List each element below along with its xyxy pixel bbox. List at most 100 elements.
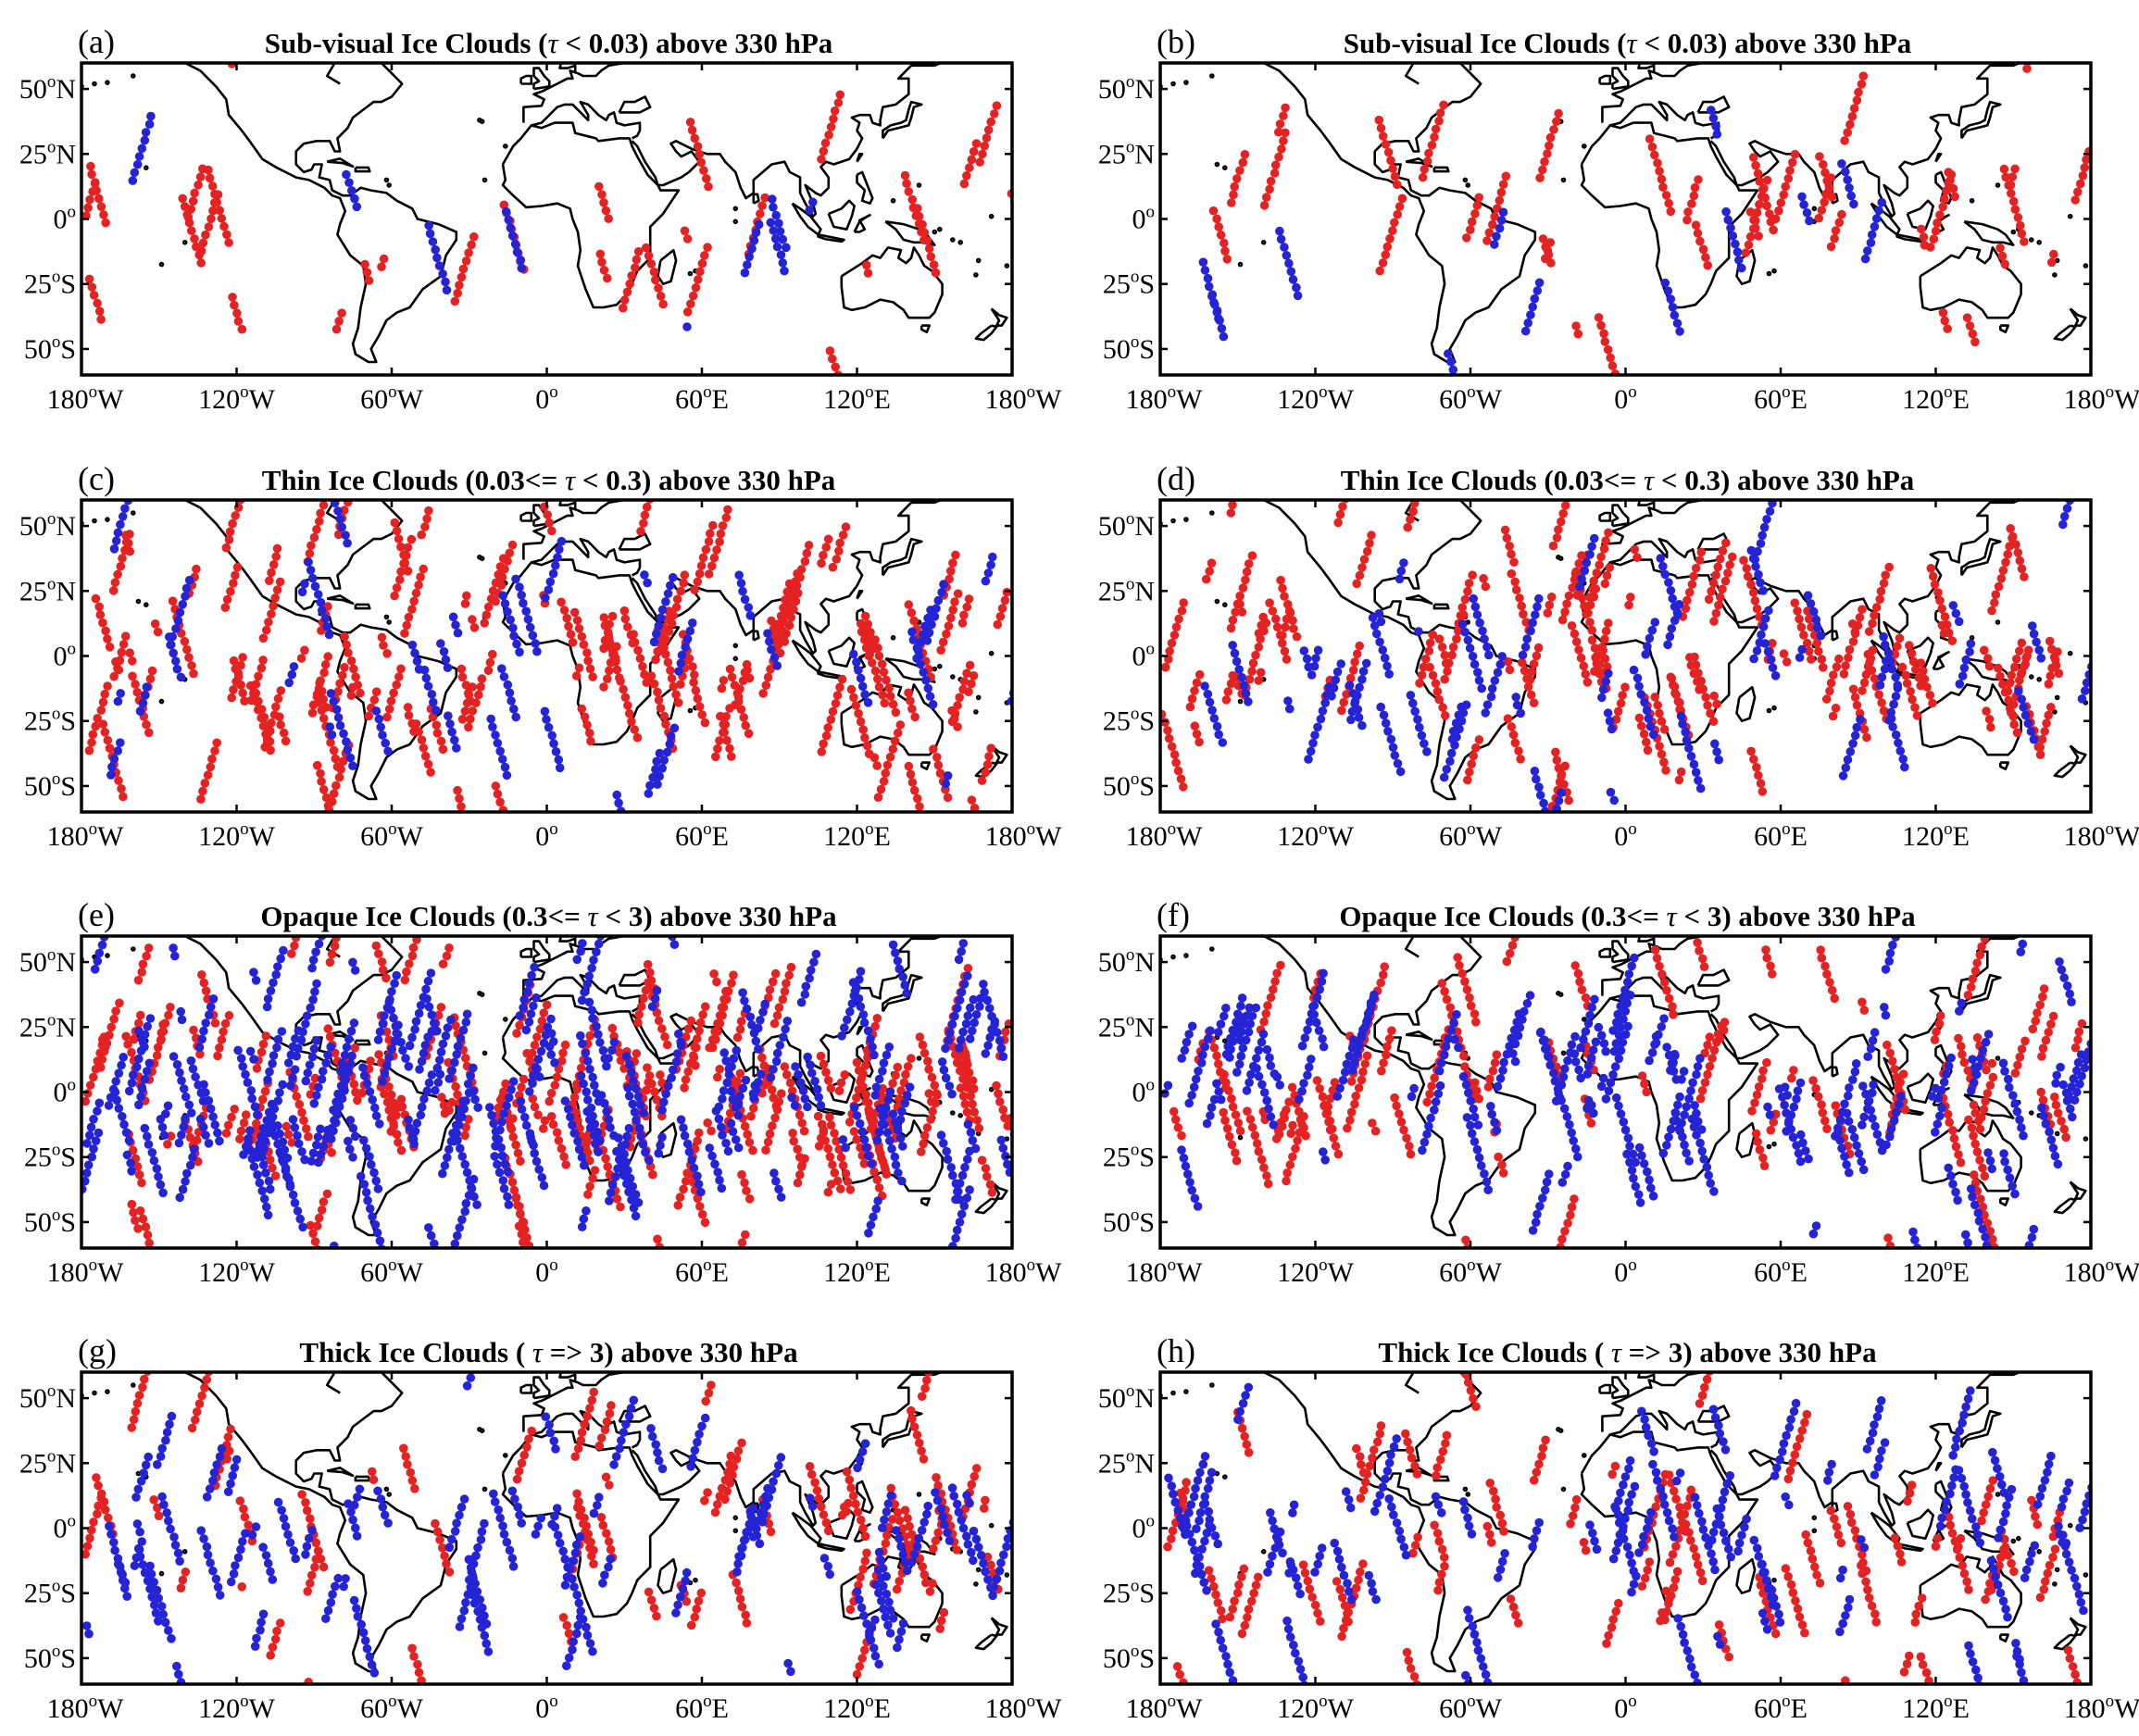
- red-dot: [1546, 593, 1557, 602]
- red-dot: [132, 687, 142, 697]
- red-dot: [462, 591, 471, 601]
- blue-dot: [185, 1160, 195, 1170]
- red-dot: [1350, 657, 1359, 667]
- blue-dot: [184, 575, 194, 585]
- red-dot: [1245, 674, 1255, 684]
- blue-dot: [1860, 254, 1870, 264]
- blue-dot: [435, 1055, 444, 1065]
- red-dot: [1816, 945, 1825, 955]
- blue-dot: [386, 1005, 396, 1015]
- red-dot: [201, 230, 210, 240]
- red-dot: [269, 601, 278, 611]
- red-dot: [669, 610, 678, 620]
- red-dot: [1214, 222, 1223, 231]
- red-dot: [142, 951, 151, 961]
- red-dot: [486, 594, 496, 604]
- blue-dot: [838, 1135, 848, 1144]
- red-dot: [1758, 1066, 1768, 1076]
- red-dot: [1190, 686, 1199, 695]
- red-dot: [686, 299, 695, 309]
- blue-dot: [344, 1034, 354, 1044]
- red-dot: [880, 1161, 889, 1171]
- red-dot: [1419, 662, 1429, 672]
- blue-dot: [169, 943, 178, 953]
- island: [1004, 1136, 1010, 1142]
- blue-dot: [1645, 633, 1655, 643]
- red-dot: [1406, 1149, 1416, 1159]
- blue-dot: [420, 1041, 431, 1050]
- blue-dot: [415, 1065, 424, 1074]
- blue-dot: [335, 720, 345, 731]
- red-dot: [1225, 1131, 1234, 1142]
- blue-dot: [499, 672, 509, 681]
- blue-dot: [181, 583, 192, 593]
- red-dot: [1587, 625, 1596, 635]
- blue-dot: [273, 962, 282, 971]
- red-dot: [870, 635, 880, 644]
- blue-dot: [323, 1125, 332, 1135]
- blue-dot: [128, 1070, 138, 1080]
- blue-dot: [316, 597, 326, 607]
- red-dot: [95, 1063, 106, 1072]
- red-dot: [1643, 745, 1653, 756]
- blue-dot: [861, 1143, 871, 1153]
- red-dot: [1171, 757, 1181, 768]
- red-dot: [1276, 1118, 1285, 1128]
- red-dot: [290, 941, 299, 951]
- blue-dot: [1003, 1159, 1012, 1169]
- blue-dot: [682, 1139, 693, 1149]
- blue-dot: [741, 1075, 751, 1085]
- blue-dot: [143, 1021, 152, 1031]
- blue-dot: [1528, 302, 1537, 312]
- red-dot: [828, 1160, 837, 1169]
- blue-dot: [1763, 646, 1773, 656]
- island: [1237, 1134, 1244, 1141]
- red-dot: [823, 1076, 833, 1085]
- red-dot: [689, 1051, 698, 1060]
- red-dot: [1399, 1125, 1408, 1135]
- red-dot: [1762, 1057, 1771, 1068]
- blue-dot: [1413, 715, 1422, 724]
- red-dot: [2054, 668, 2064, 679]
- blue-dot: [1850, 731, 1860, 741]
- red-dot: [707, 1126, 716, 1136]
- red-dot: [744, 1194, 755, 1204]
- blue-dot: [959, 980, 969, 989]
- red-dot: [1713, 562, 1723, 572]
- red-dot: [362, 268, 372, 278]
- red-dot: [1636, 721, 1646, 731]
- blue-dot: [774, 1184, 783, 1194]
- red-dot: [310, 1237, 320, 1246]
- red-dot: [943, 793, 953, 803]
- blue-dot: [112, 1095, 121, 1105]
- blue-dot: [1442, 765, 1452, 774]
- red-dot: [123, 1040, 132, 1049]
- red-dot: [1385, 233, 1395, 244]
- coastline-australia: [1919, 683, 2022, 756]
- blue-dot: [527, 1137, 536, 1146]
- blue-dot: [166, 640, 175, 650]
- blue-dot: [625, 1059, 634, 1069]
- blue-dot: [461, 1018, 471, 1027]
- red-dot: [772, 640, 782, 650]
- red-dot: [1752, 207, 1762, 218]
- red-dot: [1357, 1075, 1367, 1085]
- blue-dot: [871, 1082, 882, 1093]
- red-dot: [1368, 1118, 1377, 1128]
- red-dot: [1666, 206, 1676, 217]
- blue-dot: [350, 1131, 360, 1142]
- red-dot: [160, 1018, 170, 1028]
- red-dot: [325, 957, 335, 968]
- red-dot: [98, 719, 108, 729]
- blue-dot: [204, 1139, 214, 1148]
- red-dot: [819, 1125, 829, 1135]
- blue-dot: [340, 1086, 349, 1095]
- red-dot: [1785, 166, 1795, 175]
- blue-dot: [2017, 694, 2026, 704]
- island: [1995, 182, 2001, 188]
- red-dot: [1937, 604, 1946, 614]
- red-dot: [2061, 1132, 2070, 1143]
- blue-dot: [1484, 650, 1494, 660]
- red-dot: [1549, 125, 1558, 134]
- coastline-newguinea: [1963, 1093, 2015, 1119]
